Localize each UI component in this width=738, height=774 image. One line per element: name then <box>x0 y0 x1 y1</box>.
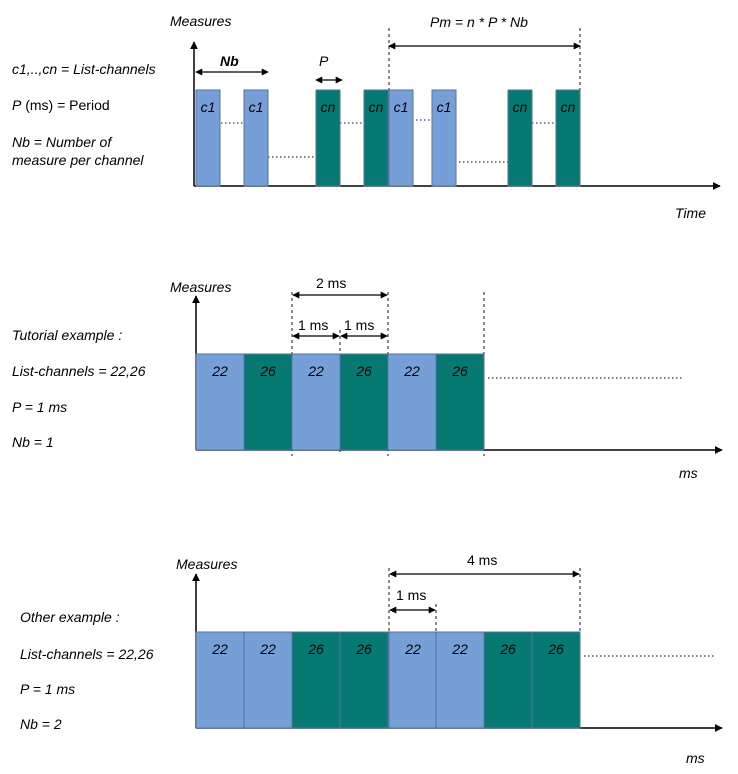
d3-block-label: 22 <box>259 641 276 657</box>
d2-1ms-label-b: 1 ms <box>344 317 374 333</box>
d3-block <box>483 631 533 729</box>
d1-bar-block <box>315 89 341 187</box>
d1-bar-block-label: cn <box>561 99 576 115</box>
d3-y-axis-label: Measures <box>176 556 237 572</box>
d2-text-channels: List-channels = 22,26 <box>12 363 146 379</box>
d2-text-title: Tutorial example : <box>12 327 122 343</box>
d3-block-label: 26 <box>499 641 516 657</box>
d3-block-label: 26 <box>355 641 372 657</box>
d1-x-axis-label: Time <box>675 205 706 221</box>
d2-2ms-label: 2 ms <box>316 275 346 291</box>
diagram-1: Measures Time c1,..,cn = List-channels P… <box>12 13 721 221</box>
d2-y-axis-label: Measures <box>170 279 231 295</box>
d2-block <box>243 353 293 451</box>
d2-block-label: 26 <box>355 363 372 379</box>
d3-block <box>531 631 581 729</box>
d1-bar-block <box>388 89 414 187</box>
d3-block <box>435 631 485 729</box>
d2-text-period: P = 1 ms <box>12 399 67 415</box>
d1-bar-block <box>507 89 533 187</box>
d3-blocks: 22 22 26 26 22 22 26 26 <box>195 631 581 729</box>
d1-bar-block-label: c1 <box>437 99 452 115</box>
d1-legend-nb-line2: measure per channel <box>12 152 144 168</box>
d2-block-label: 26 <box>451 363 468 379</box>
d1-legend-period: P (ms) = Period <box>12 97 110 113</box>
d3-x-axis-label: ms <box>686 750 705 766</box>
d3-block-label: 22 <box>211 641 228 657</box>
d2-block <box>387 353 437 451</box>
d1-bar-block <box>431 89 457 187</box>
d3-block-label: 26 <box>547 641 564 657</box>
d3-block <box>195 631 245 729</box>
d1-bar-block-label: c1 <box>249 99 264 115</box>
d1-y-axis-label: Measures <box>170 13 231 29</box>
d1-nb-label: Nb <box>220 53 239 69</box>
d1-pm-label: Pm = n * P * Nb <box>430 14 528 30</box>
d1-bars: c1 c1 cn cn c1 c1 cn cn <box>195 89 581 187</box>
d1-legend-period-p: P <box>12 97 22 113</box>
d1-p-label: P <box>319 53 329 69</box>
d3-4ms-label: 4 ms <box>467 552 497 568</box>
d3-block <box>291 631 341 729</box>
d3-1ms-label: 1 ms <box>396 587 426 603</box>
d1-bar-block-label: cn <box>321 99 336 115</box>
d1-bar-block <box>243 89 269 187</box>
d3-block <box>339 631 389 729</box>
d1-bar-block <box>363 89 389 187</box>
d3-block-label: 22 <box>404 641 421 657</box>
d3-text-title: Other example : <box>20 609 120 625</box>
d1-bar-block <box>555 89 581 187</box>
d2-block-label: 26 <box>259 363 276 379</box>
d2-block <box>195 353 245 451</box>
d2-1ms-label-a: 1 ms <box>298 317 328 333</box>
d2-block <box>435 353 485 451</box>
d1-legend-period-rest: (ms) = Period <box>21 97 109 113</box>
d2-x-axis-label: ms <box>679 465 698 481</box>
d1-bar-block-label: cn <box>513 99 528 115</box>
d1-bar-block-label: c1 <box>394 99 409 115</box>
d1-bar-block-label: cn <box>369 99 384 115</box>
d3-text-nb: Nb = 2 <box>20 716 62 732</box>
d1-bar-block-label: c1 <box>201 99 216 115</box>
d3-block-label: 26 <box>307 641 324 657</box>
d1-bar-block <box>195 89 221 187</box>
d2-block-label: 22 <box>307 363 324 379</box>
d3-text-period: P = 1 ms <box>20 681 75 697</box>
diagram-2: Measures ms Tutorial example : List-chan… <box>12 275 723 481</box>
d3-block-label: 22 <box>451 641 468 657</box>
d1-legend-nb-line1: Nb = Number of <box>12 134 113 150</box>
d2-block <box>339 353 389 451</box>
d2-block-label: 22 <box>211 363 228 379</box>
d3-block <box>243 631 293 729</box>
d3-block <box>388 631 438 729</box>
d2-text-nb: Nb = 1 <box>12 434 54 450</box>
diagram-3: Measures ms Other example : List-channel… <box>20 552 723 766</box>
d3-text-channels: List-channels = 22,26 <box>20 646 154 662</box>
d1-legend-channels: c1,..,cn = List-channels <box>12 61 156 77</box>
d2-block <box>291 353 341 451</box>
d2-blocks: 22 26 22 26 22 26 <box>195 353 485 451</box>
d2-block-label: 22 <box>403 363 420 379</box>
